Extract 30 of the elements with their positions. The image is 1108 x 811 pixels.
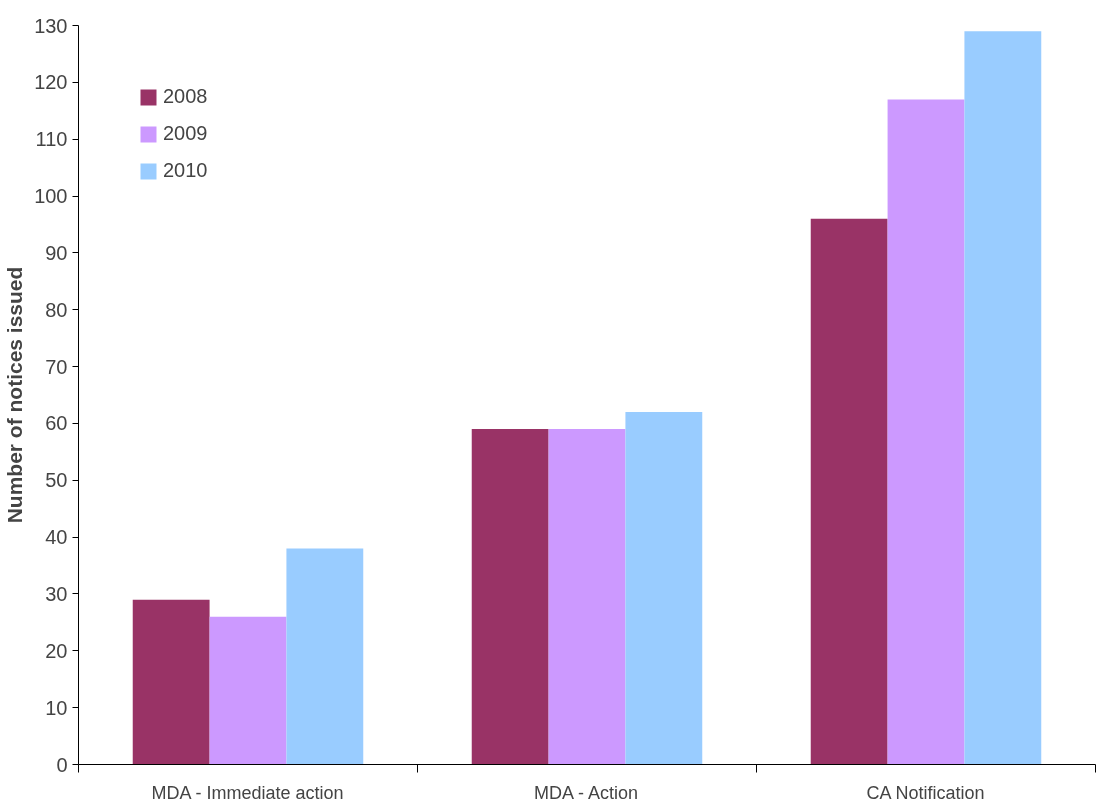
y-tick-label: 10 — [45, 696, 68, 719]
bar — [548, 429, 626, 765]
y-tick-label: 100 — [34, 185, 68, 208]
y-axis-title: Number of notices issued — [3, 266, 27, 524]
y-tick-label: 40 — [45, 526, 68, 549]
y-tick-label: 50 — [45, 469, 68, 492]
bar — [286, 548, 364, 765]
legend-label: 2008 — [163, 85, 208, 108]
bar — [625, 412, 703, 765]
bar — [810, 218, 888, 765]
legend-label: 2009 — [163, 122, 208, 145]
y-tick-label: 130 — [34, 14, 68, 37]
x-tick-label: MDA - Immediate action — [151, 782, 344, 803]
y-tick-label: 110 — [35, 128, 68, 151]
y-tick-label: 0 — [56, 753, 68, 776]
x-tick-label: MDA - Action — [533, 782, 639, 803]
y-tick-label: 90 — [45, 241, 68, 264]
bar — [209, 616, 287, 765]
y-tick-label: 20 — [45, 639, 68, 662]
y-tick-label: 70 — [45, 355, 68, 378]
bar — [132, 599, 210, 765]
x-tick-label: CA Notification — [866, 782, 985, 803]
legend-label: 2010 — [163, 159, 208, 182]
y-tick-label: 80 — [45, 298, 68, 321]
y-tick-label: 60 — [45, 412, 68, 435]
bar — [887, 99, 965, 765]
y-tick-label: 30 — [45, 582, 68, 605]
y-tick-label: 120 — [34, 71, 68, 94]
bar — [964, 31, 1042, 765]
bar — [471, 429, 549, 765]
